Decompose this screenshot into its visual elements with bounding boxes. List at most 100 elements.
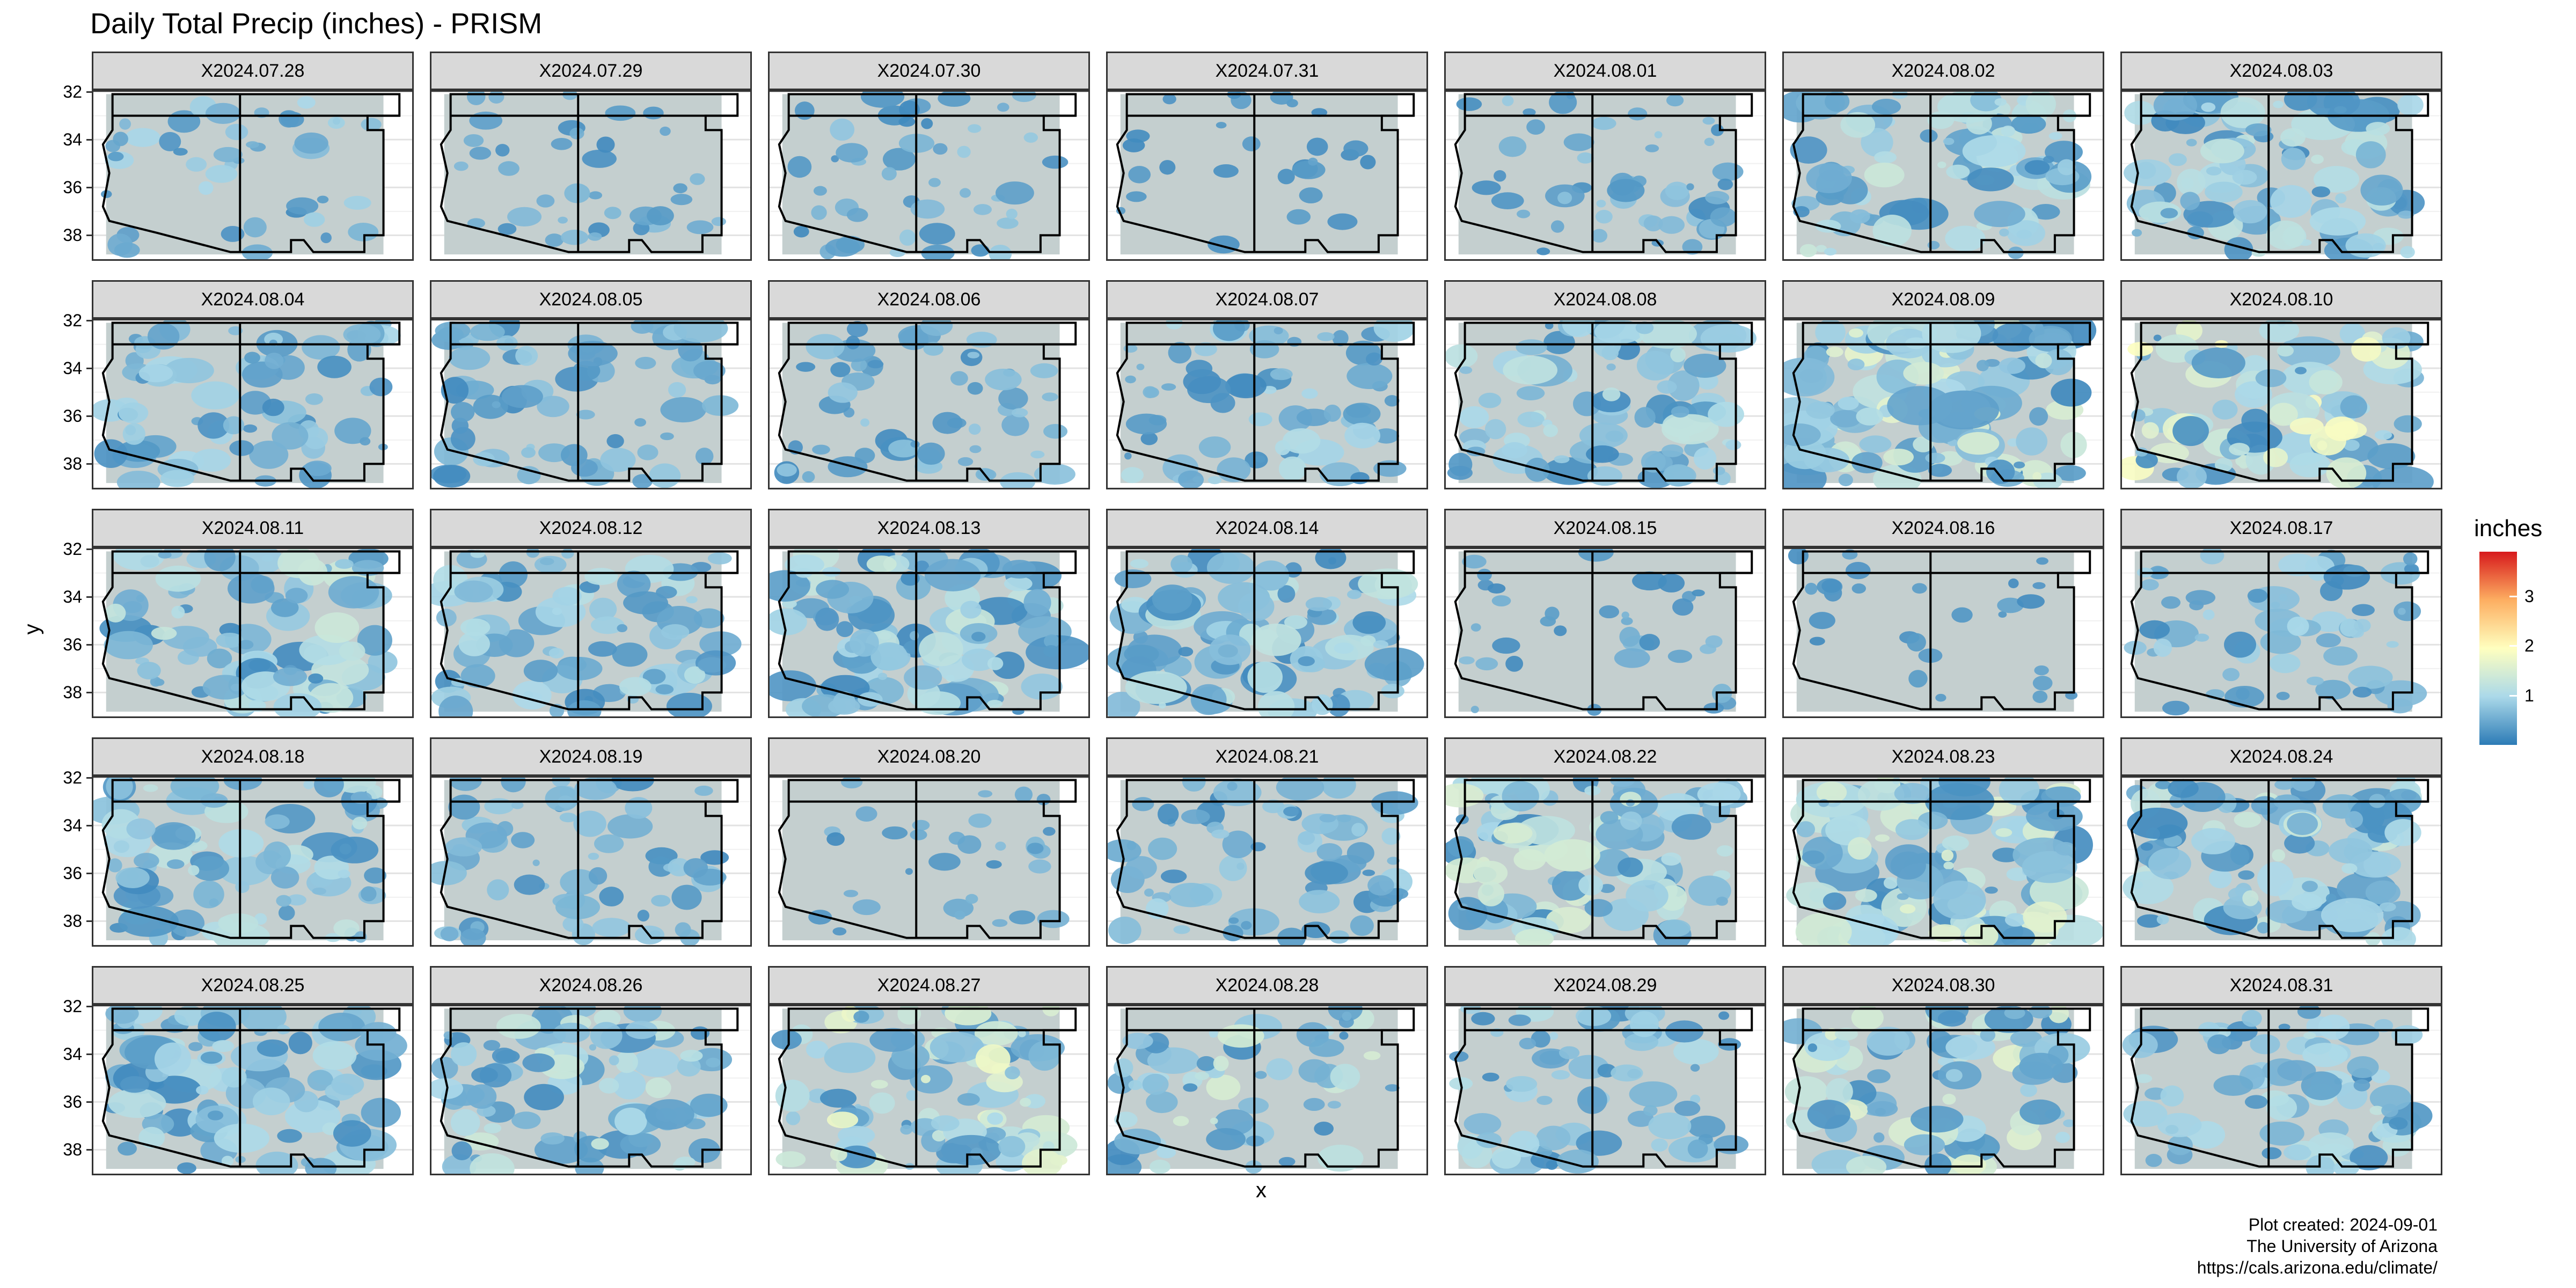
precip-cell — [1643, 1104, 1658, 1116]
precip-cell — [1020, 1097, 1031, 1107]
precip-cell — [273, 693, 322, 716]
precip-cell — [1194, 342, 1217, 356]
precip-cell — [2025, 92, 2056, 119]
precip-cell — [1607, 179, 1645, 202]
precip-cell — [882, 826, 908, 840]
precip-cell — [1705, 191, 1730, 204]
precip-cell — [442, 1154, 477, 1174]
precip-cell — [917, 442, 945, 465]
precip-cell — [1899, 904, 1916, 914]
precip-cell — [905, 868, 913, 875]
precip-cell — [1283, 806, 1300, 817]
precip-cell — [1682, 239, 1703, 255]
precip-cell — [1255, 455, 1265, 463]
precip-cell — [2043, 156, 2054, 163]
precip-cell — [806, 334, 845, 360]
precip-cell — [1986, 459, 2015, 484]
precip-cell — [297, 96, 316, 109]
precip-cell — [221, 1155, 234, 1167]
precip-cell — [1198, 436, 1231, 458]
precip-cell — [2374, 430, 2392, 440]
precip-cell — [1447, 465, 1473, 480]
precip-cell — [273, 667, 308, 686]
precip-cell — [985, 369, 1022, 391]
precip-cell — [501, 778, 526, 793]
precip-cell — [2287, 616, 2309, 636]
precip-cell — [1849, 209, 1870, 224]
facet-panel: X2024.07.28 — [92, 52, 414, 261]
precip-cell — [1502, 781, 1539, 812]
precip-map-svg — [2122, 320, 2441, 488]
precip-cell — [453, 161, 469, 171]
precip-cell — [2372, 466, 2434, 488]
precip-cell — [1872, 215, 1912, 247]
precip-cell — [177, 1162, 196, 1174]
precip-cell — [2348, 665, 2393, 689]
precip-cell — [1907, 633, 1926, 652]
precip-cell — [932, 412, 963, 434]
precip-cell — [1942, 835, 1969, 851]
precip-cell — [1266, 1058, 1293, 1080]
precip-cell — [1473, 860, 1508, 885]
precip-cell — [1140, 432, 1158, 445]
precip-cell — [303, 460, 332, 477]
precip-cell — [1152, 584, 1192, 614]
precip-cell — [1602, 387, 1621, 401]
precip-cell — [568, 341, 618, 367]
precip-cell — [1491, 192, 1524, 210]
precip-cell — [264, 332, 283, 346]
facet-panel: X2024.08.15 — [1444, 509, 1766, 718]
precip-cell — [957, 835, 982, 854]
precip-cell — [2141, 422, 2159, 439]
precip-cell — [2137, 914, 2163, 928]
precip-cell — [598, 1078, 619, 1094]
precip-cell — [605, 105, 636, 121]
precip-cell — [2387, 698, 2413, 714]
precip-cell — [1251, 624, 1301, 656]
precip-cell — [2318, 1014, 2350, 1040]
precip-cell — [1305, 861, 1348, 885]
precip-cell — [230, 683, 242, 692]
facet-strip-label: X2024.08.23 — [1782, 737, 2104, 776]
precip-cell — [143, 784, 158, 792]
state-boundaries — [2130, 321, 2429, 482]
precip-cell — [1270, 368, 1293, 380]
precip-cell — [1871, 99, 1901, 115]
state-boundaries — [1792, 93, 2091, 253]
precip-cell — [609, 1055, 619, 1066]
precip-cell — [2277, 345, 2294, 357]
y-tick-mark — [86, 920, 92, 923]
precip-cell — [881, 167, 897, 181]
precip-cell — [2350, 1145, 2388, 1170]
precip-cell — [571, 459, 598, 477]
precip-cell — [257, 1039, 289, 1057]
precip-cell — [2355, 141, 2386, 169]
precip-cell — [2048, 132, 2062, 140]
precip-cell — [1658, 216, 1685, 234]
precip-cell — [122, 423, 145, 445]
precip-cell — [191, 856, 230, 881]
precip-cell — [2278, 1023, 2290, 1031]
precip-cell — [828, 456, 868, 478]
precip-cell — [1651, 1138, 1668, 1152]
legend-title: inches — [2474, 515, 2543, 541]
precip-cell — [2172, 416, 2209, 447]
caption-line-university: The University of Arizona — [2246, 1236, 2438, 1256]
precip-cell — [113, 131, 128, 147]
precip-cell — [2242, 890, 2259, 906]
precip-cell — [828, 698, 860, 715]
precip-cell — [469, 147, 492, 160]
precip-cell — [548, 648, 564, 658]
precip-cell — [928, 853, 961, 871]
precip-cell — [369, 377, 393, 397]
facet-map-panel — [768, 90, 1090, 261]
precip-cell — [645, 1099, 694, 1130]
precip-cell — [2177, 465, 2207, 488]
precip-cell — [1992, 323, 2035, 352]
facet-map-panel — [1782, 319, 2104, 489]
precip-cell — [320, 232, 332, 244]
y-tick-label: 38 — [63, 1140, 82, 1160]
legend-tick-label: 3 — [2524, 587, 2534, 606]
precip-cell — [941, 1135, 1001, 1166]
precip-cell — [279, 110, 299, 128]
